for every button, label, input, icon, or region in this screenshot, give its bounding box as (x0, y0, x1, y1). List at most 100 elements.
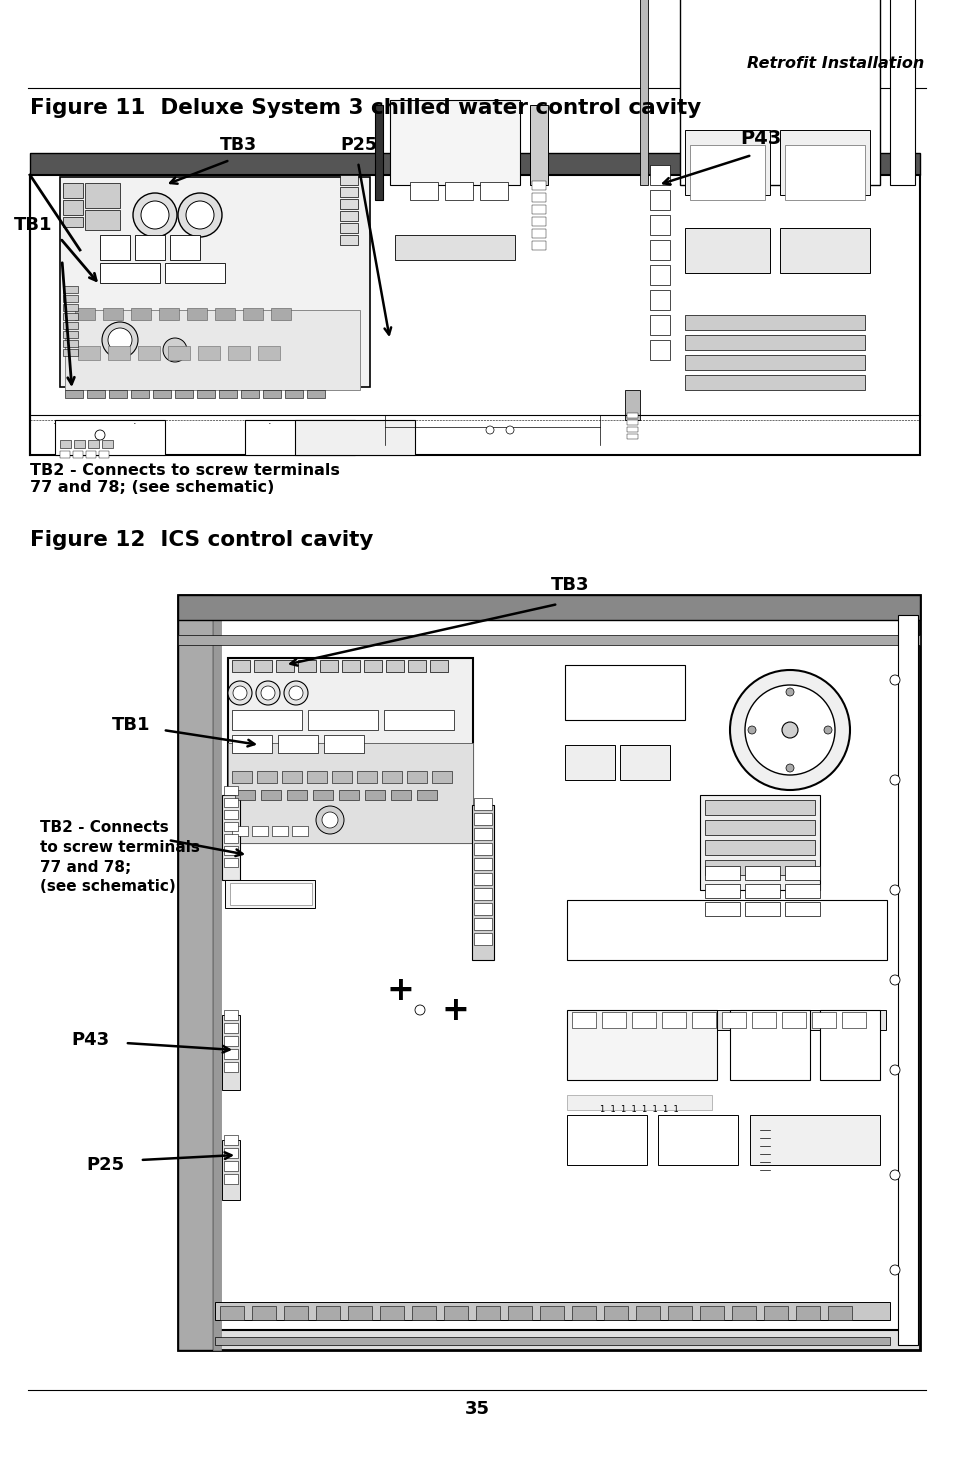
Circle shape (415, 1004, 424, 1015)
Bar (443, 1305, 468, 1320)
Circle shape (228, 681, 252, 705)
Bar (60, 177, 370, 386)
Circle shape (95, 431, 105, 440)
Bar (196, 389, 214, 398)
Bar (228, 743, 473, 844)
Circle shape (785, 764, 793, 771)
Text: 77 and 78; (see schematic): 77 and 78; (see schematic) (30, 479, 274, 496)
Bar (75, 308, 95, 320)
Bar (213, 594, 221, 1350)
Bar (386, 659, 403, 673)
Text: 35: 35 (464, 1400, 489, 1417)
Bar (224, 786, 237, 795)
Bar (689, 145, 764, 201)
Bar (339, 187, 357, 198)
Bar (232, 709, 302, 730)
Bar (214, 1302, 889, 1320)
Bar (624, 389, 639, 420)
Bar (889, 0, 914, 184)
Bar (65, 310, 359, 389)
Bar (319, 659, 337, 673)
Circle shape (889, 774, 899, 785)
Circle shape (163, 338, 187, 361)
Bar (224, 1024, 237, 1032)
Circle shape (889, 885, 899, 895)
Bar (474, 917, 492, 931)
Bar (704, 884, 740, 898)
Bar (566, 1010, 717, 1080)
Bar (474, 903, 492, 914)
Bar (408, 659, 426, 673)
Bar (339, 211, 357, 221)
Bar (63, 217, 83, 227)
Bar (784, 866, 820, 881)
Bar (224, 833, 237, 844)
Bar (60, 440, 71, 448)
Bar (282, 771, 302, 783)
Bar (390, 100, 519, 184)
Bar (780, 130, 869, 195)
Bar (684, 375, 864, 389)
Bar (530, 105, 547, 184)
Bar (474, 798, 492, 810)
Bar (224, 858, 237, 867)
Bar (474, 858, 492, 870)
Bar (78, 347, 100, 360)
Bar (308, 709, 377, 730)
Bar (820, 1010, 879, 1080)
Circle shape (261, 686, 274, 701)
Bar (348, 1305, 372, 1320)
Bar (224, 1035, 237, 1046)
Bar (649, 341, 669, 360)
Text: +: + (386, 974, 414, 1006)
Bar (407, 771, 427, 783)
Bar (532, 229, 545, 237)
Bar (532, 217, 545, 226)
Text: TB2 - Connects
to screw terminals
77 and 78;
(see schematic): TB2 - Connects to screw terminals 77 and… (40, 820, 200, 894)
Bar (410, 181, 437, 201)
Text: TB3: TB3 (550, 577, 589, 594)
Text: P25: P25 (87, 1156, 125, 1174)
Bar (332, 771, 352, 783)
Text: ·: · (53, 419, 57, 429)
Text: +: + (440, 994, 469, 1027)
Bar (220, 1305, 244, 1320)
Bar (532, 240, 545, 249)
Bar (224, 810, 237, 819)
Bar (566, 1115, 646, 1165)
Bar (178, 636, 919, 645)
Text: Retrofit Installation: Retrofit Installation (746, 56, 923, 71)
Circle shape (132, 193, 177, 237)
Bar (649, 316, 669, 335)
Circle shape (505, 426, 514, 434)
Bar (721, 1012, 745, 1028)
Bar (187, 308, 207, 320)
Text: Figure 11  Deluxe System 3 chilled water control cavity: Figure 11 Deluxe System 3 chilled water … (30, 97, 700, 118)
Circle shape (889, 1266, 899, 1274)
Bar (639, 0, 647, 184)
Bar (704, 839, 814, 856)
Bar (430, 659, 448, 673)
Bar (294, 420, 415, 454)
Bar (232, 735, 272, 754)
Bar (232, 771, 252, 783)
Bar (256, 771, 276, 783)
Bar (63, 295, 78, 302)
Bar (234, 791, 254, 799)
Bar (751, 1012, 775, 1028)
Bar (324, 735, 364, 754)
Bar (432, 771, 452, 783)
Bar (88, 440, 99, 448)
Bar (277, 735, 317, 754)
Bar (339, 223, 357, 233)
Circle shape (255, 681, 280, 705)
Bar (159, 308, 179, 320)
Bar (252, 826, 268, 836)
Bar (63, 201, 83, 215)
Bar (198, 347, 220, 360)
Bar (230, 884, 312, 906)
Bar (338, 791, 358, 799)
Bar (224, 1134, 237, 1145)
Circle shape (322, 813, 337, 827)
Text: ·: · (268, 419, 272, 429)
